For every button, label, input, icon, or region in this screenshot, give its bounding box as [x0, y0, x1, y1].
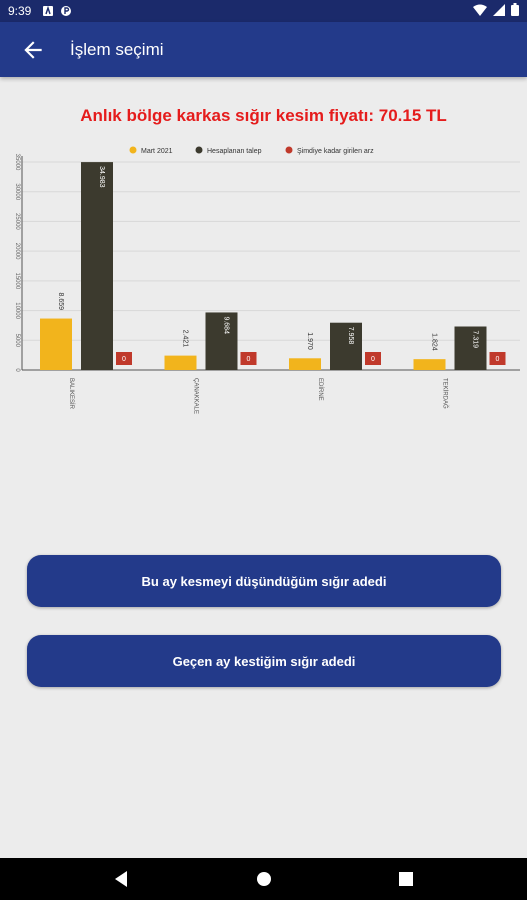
planned-slaughter-button[interactable]: Bu ay kesmeyi düşündüğüm sığır adedi: [27, 555, 501, 607]
supply-demand-chart: 0 5000 10000 15000 20000 25000 30000 35000 Mart …: [14, 146, 520, 414]
bar-value-label: 7.958: [347, 327, 354, 345]
bar: [164, 355, 197, 370]
y-tick-label: 0: [14, 368, 20, 372]
legend-marker: [195, 146, 203, 154]
legend-marker: [285, 146, 293, 154]
bar-value-label: 0: [496, 356, 500, 363]
wifi-icon: [473, 4, 487, 16]
bar: [289, 358, 321, 370]
back-arrow-icon[interactable]: [20, 37, 46, 63]
battery-icon: [511, 3, 519, 16]
bar-value-label: 0: [247, 356, 251, 363]
y-tick-label: 35000: [14, 154, 20, 171]
legend-label: Şimdiye kadar girilen arz: [297, 148, 374, 155]
bar: [413, 359, 446, 370]
x-tick-label: EDİRNE: [317, 378, 324, 401]
bar-value-label: 0: [371, 356, 375, 363]
bar: [40, 318, 72, 370]
bar-value-label: 0: [122, 356, 126, 363]
status-bar: 9:39: [0, 0, 527, 22]
status-time: 9:39: [8, 4, 32, 18]
bar: [240, 352, 257, 365]
bar-value-label: 2.421: [182, 330, 189, 348]
y-tick-label: 25000: [14, 213, 20, 230]
nav-recents-icon[interactable]: [398, 870, 414, 888]
bar-value-label: 1.824: [431, 333, 438, 351]
bar: [365, 352, 381, 365]
bar: [205, 312, 238, 370]
legend-marker: [129, 146, 137, 154]
y-tick-label: 15000: [14, 273, 20, 290]
page-title: İşlem seçimi: [70, 40, 164, 59]
y-tick-label: 30000: [14, 183, 20, 200]
bar: [81, 162, 113, 370]
planned-slaughter-label: Bu ay kesmeyi düşündüğüm sığır adedi: [141, 573, 387, 589]
bar: [116, 352, 132, 365]
bar-value-label: 34.983: [98, 166, 105, 188]
legend-label: Mart 2021: [141, 148, 173, 155]
a-badge-icon: [43, 5, 53, 16]
y-tick-label: 5000: [14, 334, 20, 348]
last-month-slaughter-label: Geçen ay kestiğim sığır adedi: [172, 653, 356, 669]
x-tick-label: ÇANAKKALE: [193, 378, 199, 414]
signal-icon: [493, 3, 505, 16]
bar-value-label: 1.970: [306, 332, 313, 350]
price-headline: Anlık bölge karkas sığır kesim fiyatı: 7…: [80, 106, 447, 125]
bar: [489, 352, 506, 365]
bar: [454, 326, 487, 370]
p-badge-icon: [61, 6, 71, 16]
bar-value-label: 8.659: [57, 293, 64, 311]
bar-value-label: 7.319: [472, 331, 479, 349]
y-tick-label: 10000: [14, 302, 20, 319]
bar-value-label: 9.684: [223, 316, 230, 334]
app-bar: İşlem seçimi: [0, 22, 527, 77]
nav-home-icon[interactable]: [255, 870, 273, 888]
bar: [330, 322, 362, 370]
y-tick-label: 20000: [14, 243, 20, 260]
x-tick-label: BALIKESİR: [68, 378, 75, 410]
nav-back-icon[interactable]: [113, 870, 129, 888]
x-tick-label: TEKİRDAĞ: [442, 378, 449, 409]
last-month-slaughter-button[interactable]: Geçen ay kestiğim sığır adedi: [27, 635, 501, 687]
navigation-bar: [0, 858, 527, 900]
legend-label: Hesaplanan talep: [207, 148, 262, 155]
